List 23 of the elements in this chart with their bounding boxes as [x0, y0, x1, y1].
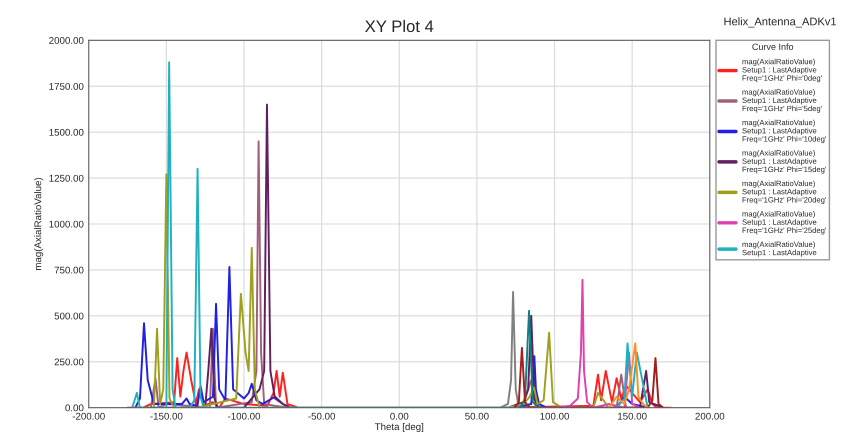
chart-title: XY Plot 4 [365, 20, 434, 32]
text: Helix_Antenna_ADKv1 [724, 17, 836, 28]
y-tick-label: 250.00 [54, 358, 84, 366]
y-tick-label: 750.00 [54, 266, 84, 274]
y-tick-label: 1750.00 [49, 82, 84, 90]
x-axis-title: Theta [deg] [374, 422, 424, 432]
y-tick-label: 1500.00 [49, 128, 84, 136]
y-tick-label: 1250.00 [49, 174, 84, 182]
x-tick-label: 200.00 [695, 412, 724, 420]
legend-title: Curve Info [752, 43, 794, 50]
x-tick-label: 50.00 [465, 412, 489, 420]
y-tick-label: 0.00 [65, 404, 84, 412]
x-tick-label: 150.00 [618, 412, 647, 420]
y-tick-label: 500.00 [54, 312, 84, 320]
x-tick-label: -100.00 [228, 412, 260, 420]
x-tick-label: -200.00 [72, 412, 105, 420]
x-tick-label: 0.00 [390, 412, 408, 420]
y-axis-title: mag(AxialRatioValue) [34, 178, 44, 270]
x-tick-label: 100.00 [540, 412, 570, 420]
y-tick-label: 1000.00 [49, 220, 84, 228]
x-tick-label: -50.00 [308, 412, 336, 420]
x-tick-label: -150.00 [150, 412, 182, 420]
y-tick-label: 2000.00 [49, 37, 84, 44]
